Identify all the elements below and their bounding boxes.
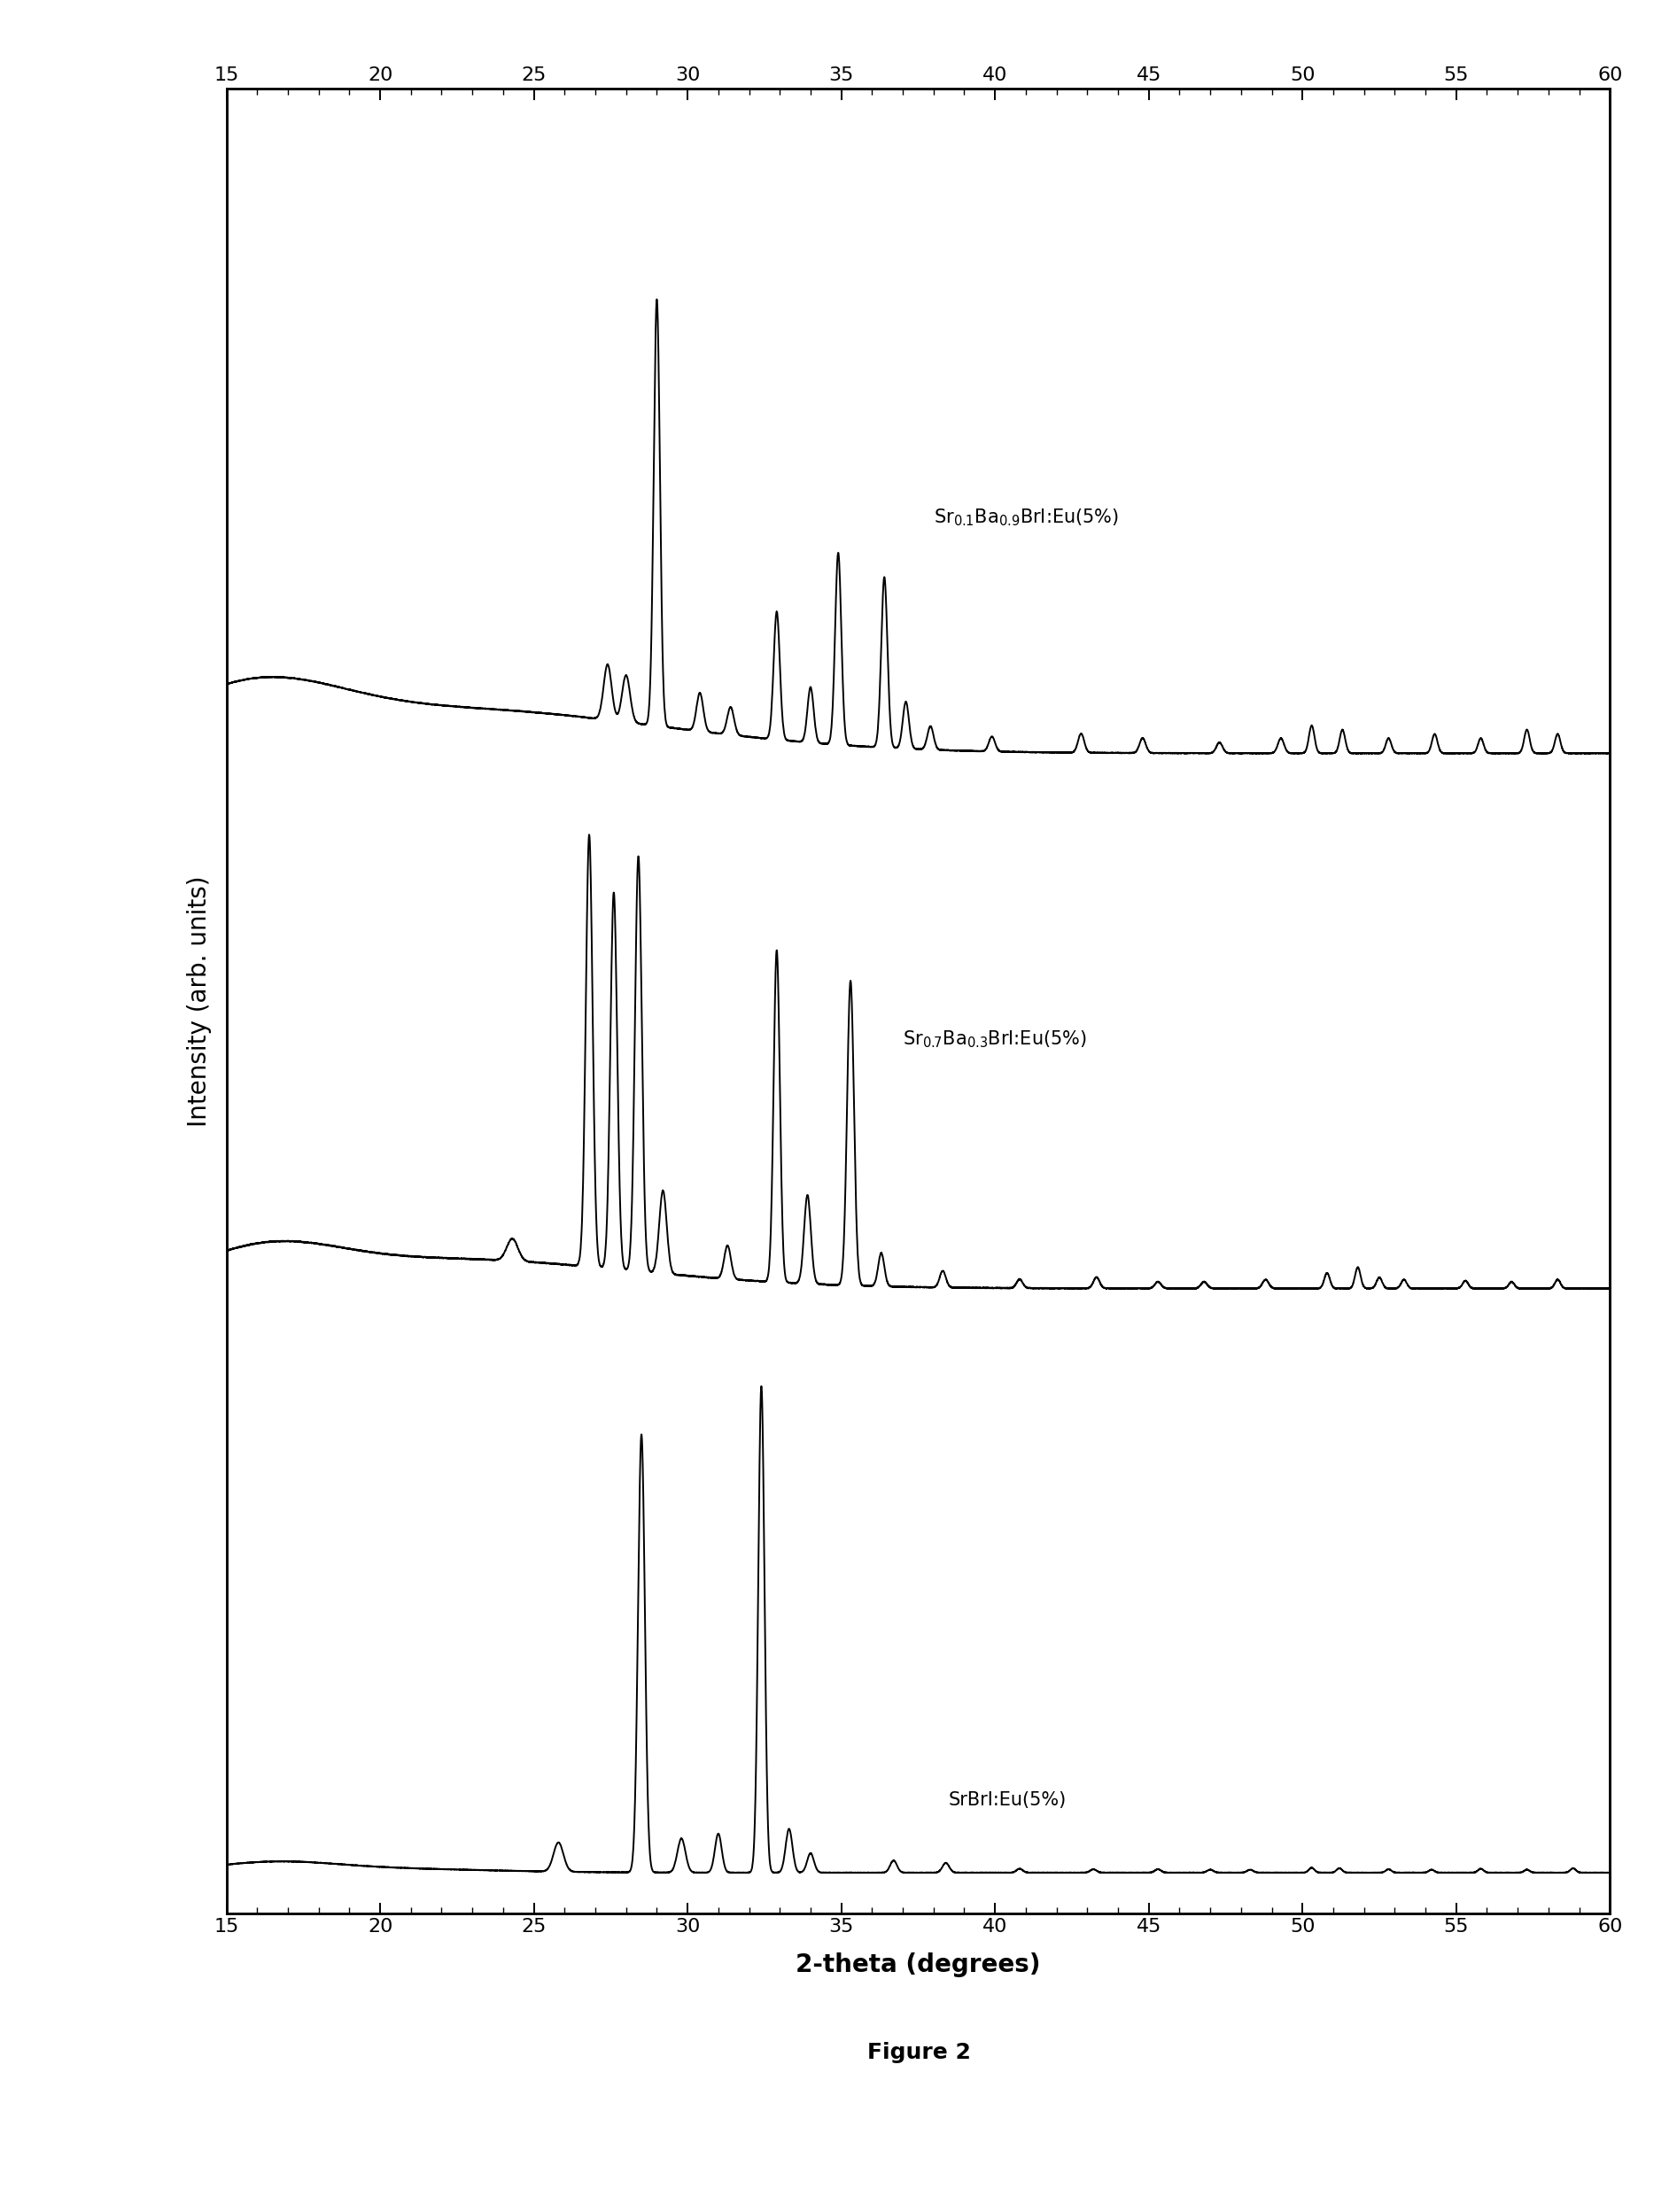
Y-axis label: Intensity (arb. units): Intensity (arb. units) xyxy=(186,876,211,1126)
Text: Sr$_{0.7}$Ba$_{0.3}$BrI:Eu(5%): Sr$_{0.7}$Ba$_{0.3}$BrI:Eu(5%) xyxy=(902,1029,1087,1048)
Text: Figure 2: Figure 2 xyxy=(867,2042,971,2064)
Text: Sr$_{0.1}$Ba$_{0.9}$BrI:Eu(5%): Sr$_{0.1}$Ba$_{0.9}$BrI:Eu(5%) xyxy=(934,507,1119,529)
X-axis label: 2-theta (degrees): 2-theta (degrees) xyxy=(795,1953,1041,1978)
Text: SrBrI:Eu(5%): SrBrI:Eu(5%) xyxy=(949,1792,1067,1809)
